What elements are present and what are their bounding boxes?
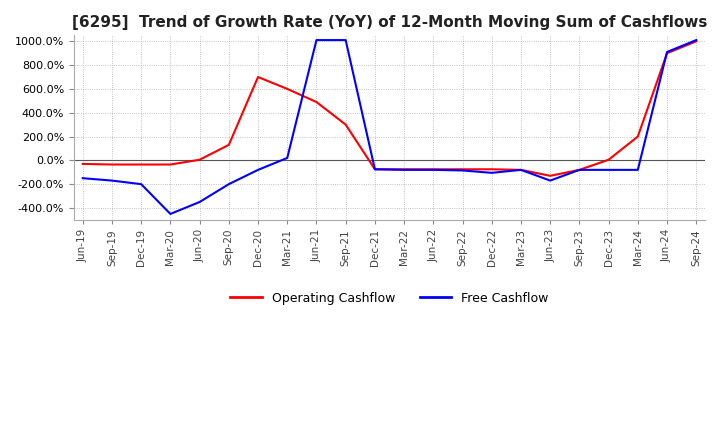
Free Cashflow [195,199,204,205]
Operating Cashflow [400,167,408,172]
Operating Cashflow [312,99,321,105]
Legend: Operating Cashflow, Free Cashflow: Operating Cashflow, Free Cashflow [225,286,554,310]
Free Cashflow [400,167,408,172]
Operating Cashflow [429,167,438,172]
Free Cashflow [604,167,613,172]
Free Cashflow [137,182,145,187]
Operating Cashflow [692,39,701,44]
Line: Operating Cashflow: Operating Cashflow [83,41,696,176]
Title: [6295]  Trend of Growth Rate (YoY) of 12-Month Moving Sum of Cashflows: [6295] Trend of Growth Rate (YoY) of 12-… [72,15,707,30]
Free Cashflow [634,167,642,172]
Free Cashflow [166,211,175,216]
Free Cashflow [692,37,701,43]
Operating Cashflow [195,157,204,162]
Operating Cashflow [225,142,233,147]
Free Cashflow [517,167,526,172]
Operating Cashflow [371,167,379,172]
Operating Cashflow [487,167,496,172]
Operating Cashflow [458,167,467,172]
Operating Cashflow [137,162,145,167]
Operating Cashflow [604,157,613,162]
Operating Cashflow [341,122,350,127]
Free Cashflow [458,168,467,173]
Free Cashflow [225,182,233,187]
Operating Cashflow [107,162,116,167]
Free Cashflow [78,176,87,181]
Free Cashflow [487,170,496,176]
Free Cashflow [283,155,292,161]
Free Cashflow [107,178,116,183]
Free Cashflow [662,49,671,55]
Operating Cashflow [546,173,554,179]
Line: Free Cashflow: Free Cashflow [83,40,696,214]
Operating Cashflow [634,134,642,139]
Operating Cashflow [78,161,87,167]
Free Cashflow [253,167,262,172]
Operating Cashflow [283,86,292,92]
Free Cashflow [575,167,584,172]
Free Cashflow [371,167,379,172]
Free Cashflow [341,37,350,43]
Operating Cashflow [253,74,262,80]
Free Cashflow [546,178,554,183]
Free Cashflow [429,167,438,172]
Free Cashflow [312,37,321,43]
Operating Cashflow [166,162,175,167]
Operating Cashflow [662,51,671,56]
Operating Cashflow [575,167,584,172]
Operating Cashflow [517,167,526,172]
